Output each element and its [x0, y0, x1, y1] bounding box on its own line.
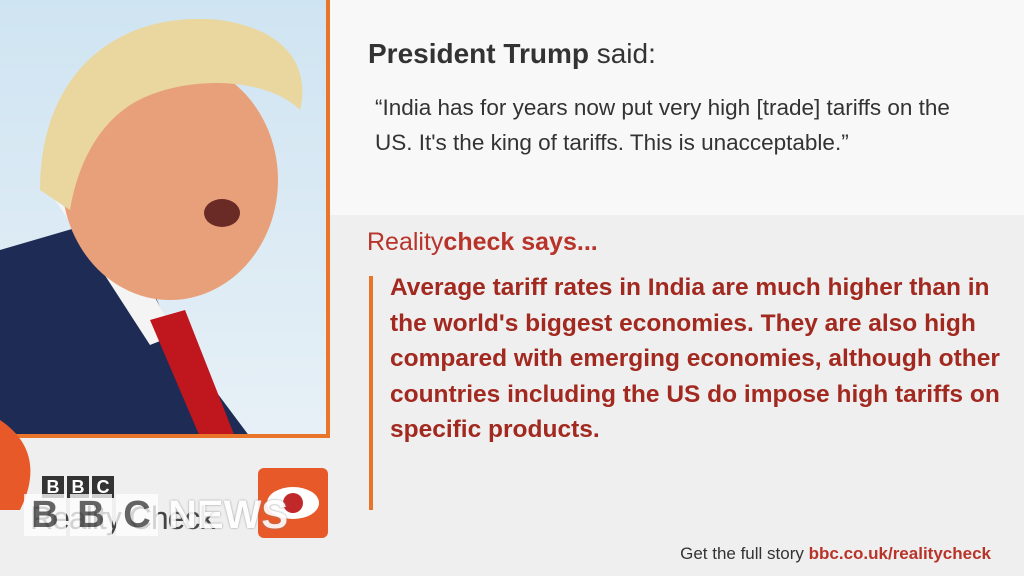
heading-bold: check says... [443, 228, 598, 256]
footer: Get the full story bbc.co.uk/realitychec… [680, 544, 991, 564]
speaker-line: President Trump said: [368, 38, 656, 70]
logo-letter: B [67, 476, 89, 498]
mouth [204, 199, 240, 227]
footer-link: bbc.co.uk/realitycheck [808, 544, 991, 563]
footer-prompt: Get the full story [680, 544, 804, 563]
reality-check-heading: Realitycheck says... [367, 228, 598, 257]
quote-panel [330, 0, 1024, 215]
watermark-word: NEWS [168, 493, 288, 537]
tie [150, 310, 235, 437]
logo-letter: B [42, 476, 64, 498]
logo-letter: C [92, 476, 114, 498]
side-swoosh [0, 420, 31, 510]
watermark-letter: C [116, 494, 158, 536]
hair [40, 18, 303, 210]
icon-pupil [283, 493, 303, 513]
speaker: President Trump [368, 38, 589, 69]
photo-border [0, 434, 330, 438]
speaker-verb: said: [596, 38, 656, 69]
watermark-letter: B [70, 494, 112, 536]
watermark: B B C NEWS [24, 494, 288, 536]
reality-check-text: Average tariff rates in India are much h… [390, 274, 1000, 443]
face [62, 60, 278, 300]
heading-light: Reality [367, 228, 444, 256]
accent-bar [369, 276, 373, 510]
quote-text: “India has for years now put very high [… [375, 95, 950, 155]
watermark-letter: B [24, 494, 66, 536]
photo-border [326, 0, 330, 437]
